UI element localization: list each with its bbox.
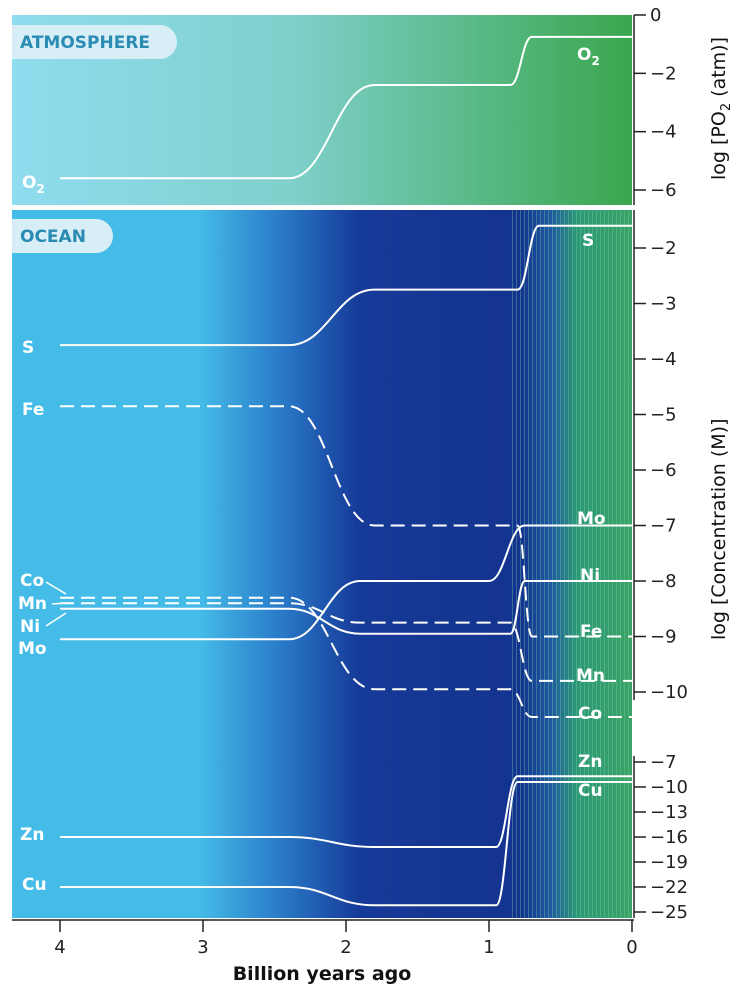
label-right-co: Co [578,704,602,724]
y-tick-label: −22 [650,877,688,898]
label-right-mo: Mo [577,509,606,529]
label-right-zn: Zn [578,752,602,772]
x-tick-label: 2 [340,937,351,958]
x-tick-label: 4 [54,937,65,958]
leader-ni [45,612,67,627]
y-tick-label: −19 [650,852,688,873]
y-tick-label: −2 [650,63,677,84]
label-left-ni: Ni [20,617,40,637]
y-axis-title-ocean: log [Concentration (M)] [708,419,730,641]
y-tick-label: −3 [650,294,677,315]
label-right-s: S [582,231,594,251]
y-tick-label: −13 [650,802,688,823]
y-tick-label: −2 [650,238,677,259]
y-tick-label: −4 [650,122,677,143]
y-tick-label: 0 [650,5,661,26]
y-axes: 0 −2 −4 −6 −2 −3 −4 −5 −6 −7 −8 −9 −10 −7 −10 −13 −16 −19… [633,5,688,923]
ocean-label: OCEAN [20,227,86,247]
leader-co [45,581,67,595]
label-left-o2: O2 [22,173,45,196]
label-right-cu: Cu [578,781,603,801]
y-tick-label: −5 [650,405,677,426]
series-line-s [60,224,632,347]
label-left-cu: Cu [22,875,47,895]
y-tick-label: −6 [650,180,677,201]
y-tick-label: −6 [650,460,677,481]
label-left-co: Co [20,571,44,591]
series-line-cu [60,781,632,907]
series-line-fe [60,405,632,638]
label-right-mn: Mn [576,666,605,686]
x-tick-label: 0 [626,937,637,958]
y-axis-title-atmosphere: log [PO2 (atm)] [708,37,732,180]
y-tick-label: −25 [650,902,688,923]
label-right-fe: Fe [580,622,602,642]
label-left-zn: Zn [20,825,44,845]
series-line-mo [60,524,632,641]
label-left-s: S [22,338,34,358]
y-tick-label: −4 [650,349,677,370]
series-line-mn [60,602,632,682]
x-axis-title: Billion years ago [233,963,412,985]
series-line-co [60,596,632,718]
label-left-fe: Fe [22,400,44,420]
y-tick-label: −16 [650,827,688,848]
y-tick-label: −10 [650,682,688,703]
label-right-o2: O2 [577,45,600,68]
x-axis: 4 3 2 1 0 [12,919,638,958]
x-tick-label: 3 [197,937,208,958]
series-line-ni [60,580,632,635]
label-left-mn: Mn [18,594,47,614]
y-tick-label: −7 [650,752,677,773]
series-line-zn [60,775,632,848]
right-series-labels: O2 S Mo Ni Fe Mn Co Zn Cu [576,45,606,801]
left-series-labels: O2 S Fe Co Mn Ni Mo Zn Cu [18,173,67,895]
label-left-mo: Mo [18,639,47,659]
y-tick-label: −8 [650,571,677,592]
x-tick-label: 1 [483,937,494,958]
ocean-pill: OCEAN [12,219,113,253]
atmosphere-pill: ATMOSPHERE [12,25,177,59]
label-right-ni: Ni [580,566,600,586]
y-tick-label: −7 [650,516,677,537]
atmosphere-label: ATMOSPHERE [20,33,150,53]
y-tick-label: −10 [650,777,688,798]
y-tick-label: −9 [650,627,677,648]
ocean-stripes [512,210,632,918]
leader-mn [51,602,67,605]
series-lines [60,35,632,907]
series-line-o2-atm [60,35,632,180]
